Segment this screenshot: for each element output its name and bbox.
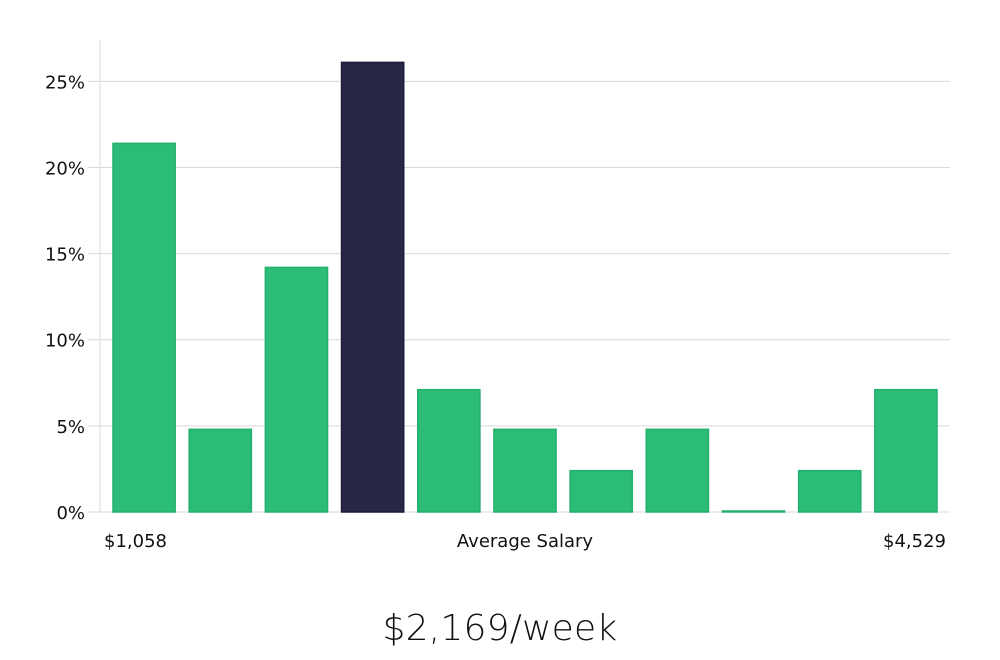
- x-axis-max-label: $4,529: [883, 531, 946, 552]
- y-tick-label: 5%: [56, 417, 85, 438]
- y-tick-label: 0%: [56, 503, 85, 524]
- bar: [569, 469, 634, 513]
- y-axis-ticks: 0% 5% 10% 15% 20% 25%: [45, 72, 85, 524]
- bar: [416, 388, 481, 513]
- y-tick-label: 25%: [45, 72, 85, 93]
- bar: [264, 266, 329, 513]
- salary-histogram-chart: 0% 5% 10% 15% 20% 25% $1,058 Average Salary $…: [45, 40, 950, 552]
- bar: [112, 142, 176, 513]
- bar: [188, 428, 253, 513]
- average-weekly-salary: $2,169/week: [382, 608, 618, 649]
- bar: [874, 388, 938, 513]
- bar: [645, 428, 710, 513]
- y-tick-label: 10%: [45, 331, 85, 352]
- bar-highlighted: [340, 61, 405, 513]
- bars: [112, 61, 938, 513]
- x-axis-title: Average Salary: [457, 531, 594, 552]
- bar: [493, 428, 557, 513]
- y-tick-label: 20%: [45, 158, 85, 179]
- x-axis-min-label: $1,058: [104, 531, 167, 552]
- y-tick-label: 15%: [45, 245, 85, 266]
- bar: [797, 469, 862, 513]
- bar: [721, 510, 786, 513]
